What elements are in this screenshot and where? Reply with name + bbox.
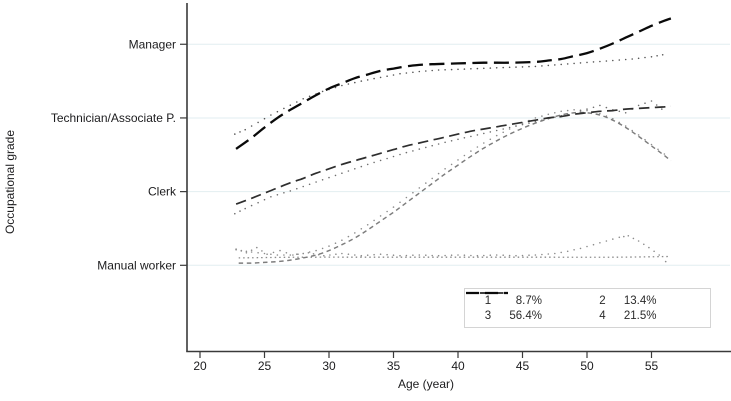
x-tick-label: 25 (258, 359, 272, 373)
x-tick-label: 20 (193, 359, 207, 373)
series-class4-line (235, 17, 672, 150)
series-class3-line (235, 105, 671, 205)
x-tick-label: 45 (516, 359, 530, 373)
x-tick-label: 35 (387, 359, 401, 373)
legend-row-1: 1 8.7% 2 13.4% (466, 292, 703, 307)
legend-class-share: 21.5% (623, 309, 657, 322)
legend-class-share: 8.7% (515, 294, 542, 307)
series-class1-observed (235, 235, 667, 263)
legend-item-class1: 1 8.7% (466, 292, 588, 307)
legend-item-class4: 4 21.5% (466, 291, 703, 322)
legend: 1 8.7% 2 13.4% 3 56.4% (464, 288, 711, 328)
series-class2-line (238, 111, 672, 264)
y-tick-label: Manual worker (97, 258, 176, 272)
legend-class-share: 13.4% (623, 294, 657, 307)
y-tick-label: Technician/Associate P. (51, 111, 176, 125)
legend-class-label: 2 (599, 294, 606, 307)
y-axis-title: Occupational grade (3, 129, 17, 235)
legend-class-label: 4 (599, 309, 606, 322)
legend-line-sample-class4 (466, 291, 508, 295)
x-tick-label: 30 (322, 359, 336, 373)
legend-class-share: 56.4% (509, 309, 542, 322)
series-class4-observed (234, 54, 664, 135)
x-tick-label: 40 (451, 359, 465, 373)
legend-class-label: 1 (484, 294, 492, 307)
series-class2-observed (235, 109, 666, 256)
legend-row-2: 3 56.4% 4 21.5% (466, 291, 703, 322)
legend-item-class3: 3 56.4% (466, 292, 588, 322)
x-axis-title: Age (year) (397, 377, 455, 391)
x-tick-label: 50 (580, 359, 594, 373)
x-tick-label: 55 (645, 359, 659, 373)
y-tick-label: Manager (129, 37, 176, 51)
legend-class-label: 3 (484, 309, 492, 322)
series-class3-observed (234, 100, 663, 215)
legend-item-class2: 2 13.4% (466, 292, 703, 307)
y-tick-label: Clerk (148, 185, 177, 199)
